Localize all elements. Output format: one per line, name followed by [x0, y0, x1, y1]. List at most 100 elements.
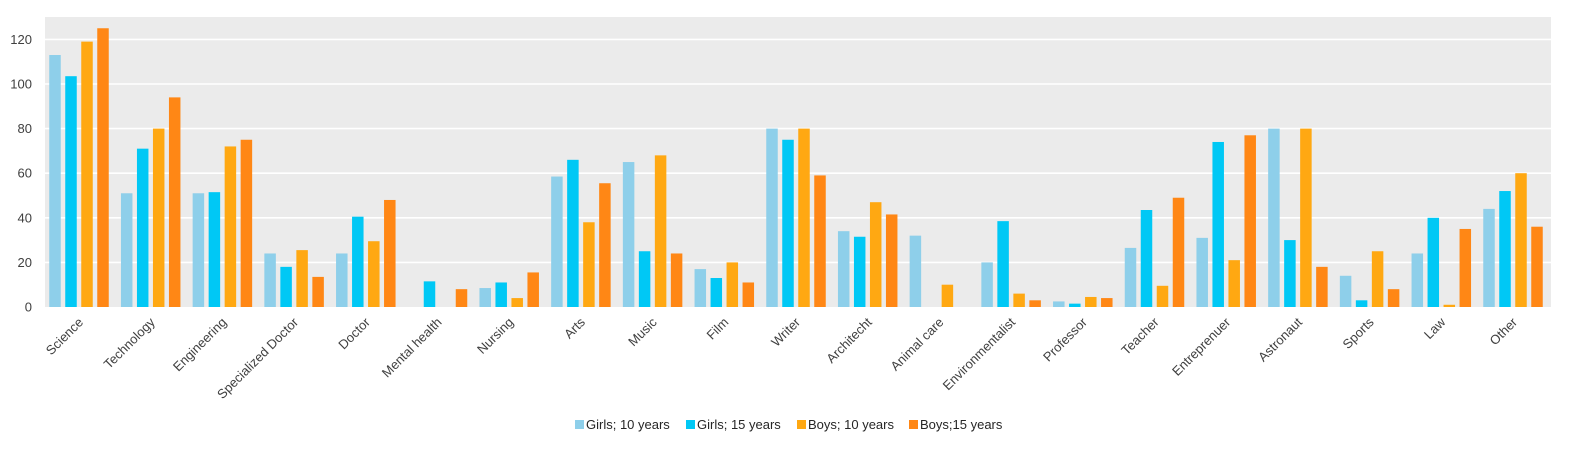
bar: [869, 202, 882, 307]
bar: [1140, 210, 1153, 307]
x-tick-label: Sports: [1340, 314, 1378, 352]
bar: [120, 193, 133, 307]
bar: [1531, 226, 1543, 307]
category-group: [1053, 296, 1113, 308]
bar: [336, 253, 348, 307]
gridlines: [45, 38, 1551, 264]
bar: [814, 175, 826, 307]
bar: [1244, 135, 1256, 307]
category-group: [551, 159, 611, 308]
bar: [240, 139, 253, 307]
bar: [885, 214, 898, 307]
bar: [97, 28, 109, 307]
bar: [224, 146, 237, 307]
bar: [65, 76, 77, 307]
category-group: [423, 281, 468, 307]
bar: [1196, 237, 1208, 307]
y-tick-label: 20: [18, 255, 32, 270]
legend-item: Girls; 15 years: [686, 417, 781, 432]
bar: [280, 266, 292, 307]
category-group: [981, 221, 1041, 307]
legend-item: Boys; 10 years: [797, 417, 894, 432]
bar: [1411, 253, 1424, 307]
category-group: [909, 235, 954, 307]
bar: [192, 193, 205, 307]
legend-swatch: [686, 420, 695, 429]
y-tick-label: 40: [18, 210, 32, 225]
bar: [798, 128, 810, 307]
bar: [853, 236, 866, 307]
x-tick-label: Doctor: [335, 314, 373, 352]
x-tick-label: Engineering: [170, 315, 230, 375]
x-tick-label: Architecht: [823, 314, 875, 366]
bar: [742, 282, 755, 307]
bar: [81, 41, 93, 307]
bar: [583, 222, 595, 307]
bar: [1212, 141, 1224, 307]
legend: Girls; 10 years Girls; 15 years Boys; 10 y…: [575, 417, 1003, 432]
category-group: [192, 139, 253, 307]
bar: [622, 162, 635, 307]
bar: [527, 272, 539, 307]
category-group: [1196, 135, 1256, 307]
bar: [352, 216, 364, 307]
bar: [168, 97, 181, 307]
plot-area: [45, 17, 1551, 307]
x-tick-label: Music: [625, 314, 660, 349]
bar: [909, 235, 922, 307]
bar: [1156, 285, 1169, 307]
x-tick-label: Technology: [101, 314, 158, 371]
bar: [638, 251, 651, 307]
bar: [981, 262, 993, 307]
bar: [49, 55, 61, 308]
x-tick-label: Arts: [561, 314, 588, 341]
legend-item: Boys;15 years: [909, 417, 1003, 432]
bar: [1069, 303, 1081, 307]
bar: [941, 284, 954, 307]
bar: [1101, 298, 1113, 307]
bar: [423, 281, 436, 307]
y-tick-label: 120: [10, 32, 32, 47]
y-axis: 0 20 40 60 80 100 120: [10, 32, 32, 315]
bar: [1013, 293, 1025, 307]
bar: [997, 221, 1009, 307]
legend-label: Boys;15 years: [920, 417, 1003, 432]
bar: [1499, 191, 1511, 307]
x-tick-label: Law: [1421, 314, 1449, 342]
x-tick-label: Entreprenuer: [1169, 314, 1234, 379]
bar: [694, 269, 707, 307]
category-group: [622, 155, 683, 307]
bar: [1387, 289, 1400, 307]
category-group: [766, 128, 826, 307]
bar: [384, 199, 396, 307]
bar: [455, 289, 468, 307]
bar: [1284, 240, 1296, 307]
x-axis: Science Technology EngineeringSpecialized …: [43, 314, 1521, 402]
bar: [1228, 260, 1240, 307]
bar: [1029, 300, 1041, 307]
legend-label: Girls; 10 years: [586, 417, 670, 432]
bar: [567, 159, 579, 307]
category-group: [264, 250, 324, 307]
bar: [1124, 247, 1137, 307]
x-tick-label: Nursing: [474, 315, 516, 357]
bar: [1300, 128, 1312, 307]
category-group: [837, 202, 898, 307]
x-tick-label: Mental health: [379, 315, 445, 381]
x-tick-label: Writer: [768, 314, 803, 349]
bar: [1085, 296, 1097, 307]
legend-swatch: [797, 420, 806, 429]
x-tick-label: Teacher: [1118, 314, 1162, 358]
bar: [551, 176, 563, 307]
x-tick-label: Professor: [1040, 314, 1090, 364]
bar: [152, 128, 165, 307]
bar: [264, 253, 276, 307]
bar: [368, 241, 380, 307]
bar: [1371, 251, 1384, 307]
bar: [726, 262, 739, 307]
x-tick-label: Astronaut: [1255, 314, 1305, 364]
bar: [670, 253, 683, 307]
bar: [766, 128, 778, 307]
x-tick-label: Animal care: [887, 315, 946, 374]
